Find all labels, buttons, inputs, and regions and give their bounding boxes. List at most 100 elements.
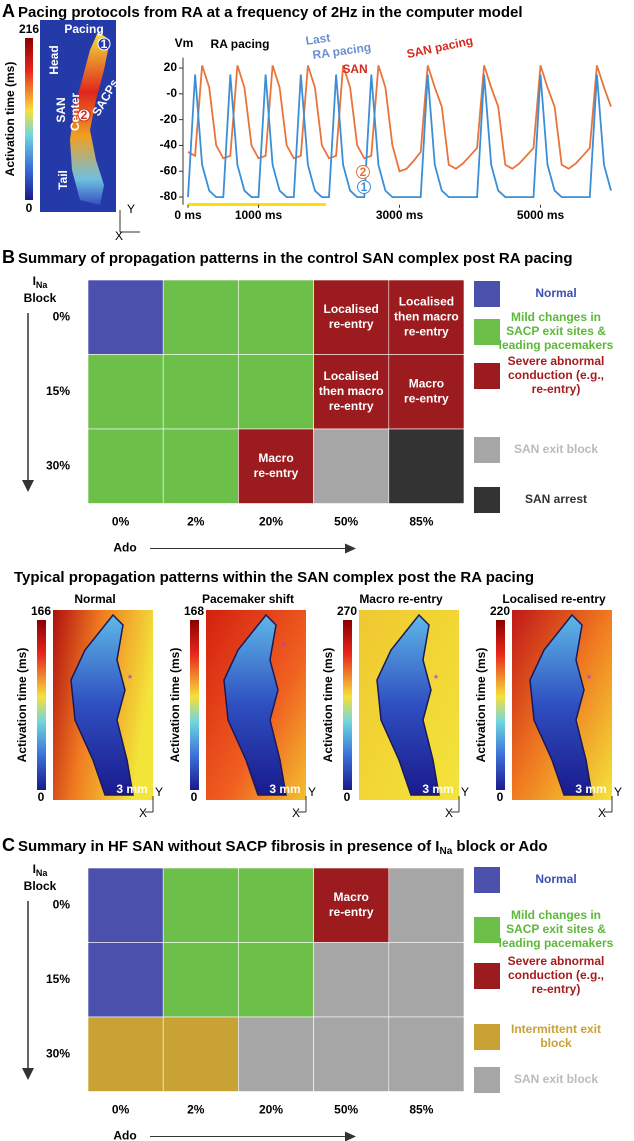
legend-label: leading pacemakers xyxy=(499,338,614,352)
pacing-period-bar xyxy=(188,203,326,206)
legend-swatch xyxy=(474,963,500,989)
colorbar-label: Activation time (ms) xyxy=(15,648,29,763)
legend-label: re-entry) xyxy=(532,382,581,396)
col-label: 85% xyxy=(409,1103,433,1117)
legend-swatch xyxy=(474,437,500,463)
map-label: Tail xyxy=(56,170,70,190)
legend-swatch xyxy=(474,1067,500,1093)
grid-cell xyxy=(87,279,164,355)
colorbar-tick-label: 270 xyxy=(337,604,357,618)
colorbar-tick-label: 166 xyxy=(31,604,51,618)
col-label: 0% xyxy=(112,515,130,529)
row-axis-label: Block xyxy=(24,879,57,893)
title-part: Na xyxy=(439,846,452,857)
legend-swatch xyxy=(474,319,500,345)
map-title: Pacemaker shift xyxy=(202,592,294,606)
y-tick-label: -40 xyxy=(160,138,178,152)
axis-label: Y xyxy=(308,785,316,799)
cell-label: re-entry xyxy=(329,399,374,413)
legend-label: SAN exit block xyxy=(514,1072,598,1086)
legend-swatch xyxy=(474,867,500,893)
grid-cell xyxy=(162,354,239,430)
row-axis-main: I xyxy=(33,862,36,876)
axis-label: Y xyxy=(127,202,135,216)
map-label: Center xyxy=(68,93,82,131)
annotation: RA pacing xyxy=(211,37,270,51)
title-part: block or Ado xyxy=(452,838,547,855)
grid-cell xyxy=(87,1016,164,1092)
grid-cell xyxy=(388,428,465,504)
col-axis-label: Ado xyxy=(113,541,136,555)
col-label: 50% xyxy=(334,1103,358,1117)
legend-label: leading pacemakers xyxy=(499,936,614,950)
colorbar xyxy=(190,620,199,790)
y-tick-label: -80 xyxy=(160,189,178,203)
cell-label: re-entry xyxy=(254,466,299,480)
col-label: 20% xyxy=(259,1103,283,1117)
row-axis-sub: Na xyxy=(36,868,48,878)
site-marker xyxy=(77,108,91,122)
grid-cell xyxy=(162,942,239,1018)
map-tissue xyxy=(529,613,593,796)
scale-label: 3 mm xyxy=(116,782,147,796)
colorbar xyxy=(343,620,352,790)
y-tick-label: 20 xyxy=(164,60,178,74)
axis-label: X xyxy=(598,806,606,820)
grid-cell xyxy=(162,279,239,355)
colorbar-label: Activation time (ms) xyxy=(321,648,335,763)
grid-cell xyxy=(162,1016,239,1092)
colorbar-tick-label: 220 xyxy=(490,604,510,618)
grid-cell xyxy=(388,942,465,1018)
legend-label: re-entry) xyxy=(532,982,581,996)
colorbar xyxy=(37,620,46,790)
series-marker xyxy=(356,165,370,179)
series-name: 2 xyxy=(360,165,367,179)
asterisk-marker: * xyxy=(281,640,286,654)
colorbar-tick-label: 0 xyxy=(344,790,351,804)
map-title: Normal xyxy=(74,592,115,606)
cell-label: re-entry xyxy=(329,905,374,919)
legend-label: SACP exit sites & xyxy=(506,922,606,936)
y-tick-label: -0 xyxy=(166,86,177,100)
row-axis-main: I xyxy=(33,274,36,288)
axis-label: Y xyxy=(155,785,163,799)
asterisk-marker: * xyxy=(587,672,592,686)
grid-cell xyxy=(388,867,465,943)
x-tick-label: 1000 ms xyxy=(235,208,283,222)
legend-swatch xyxy=(474,917,500,943)
map-title: Localised re-entry xyxy=(502,592,606,606)
series-line xyxy=(187,74,612,198)
cell-label: then macro xyxy=(319,384,384,398)
arrow-head xyxy=(345,543,356,554)
grid-cell xyxy=(238,1016,314,1092)
colorbar xyxy=(25,38,33,200)
legend-label: Intermittent exit xyxy=(511,1022,601,1036)
annotation: SAN xyxy=(342,62,367,76)
grid-cell xyxy=(313,279,390,355)
row-axis-label: INa xyxy=(33,274,49,290)
row-label: 15% xyxy=(46,972,70,986)
grid-cell xyxy=(313,354,390,430)
grid-cell xyxy=(313,942,390,1018)
colorbar-tick-label: 0 xyxy=(191,790,198,804)
annotation: SAN pacing xyxy=(405,33,474,61)
panel-letter: C xyxy=(2,835,15,855)
colorbar xyxy=(496,620,505,790)
row-label: 0% xyxy=(53,309,71,323)
cell-label: re-entry xyxy=(329,317,374,331)
axis-label: Y xyxy=(461,785,469,799)
grid-cell xyxy=(238,942,314,1018)
annotation: Last xyxy=(305,31,331,48)
legend-swatch xyxy=(474,281,500,307)
axis-label: X xyxy=(139,806,147,820)
axis-label: Y xyxy=(614,785,622,799)
col-label: 2% xyxy=(187,1103,205,1117)
scale-label: 3 mm xyxy=(575,782,606,796)
row-label: 15% xyxy=(46,384,70,398)
row-axis-label: Block xyxy=(24,291,57,305)
cell-label: re-entry xyxy=(404,324,449,338)
x-tick-label: 3000 ms xyxy=(376,208,424,222)
map-label: Head xyxy=(47,45,61,74)
row-label: 0% xyxy=(53,897,71,911)
colorbar-label: Activation time (ms) xyxy=(168,648,182,763)
